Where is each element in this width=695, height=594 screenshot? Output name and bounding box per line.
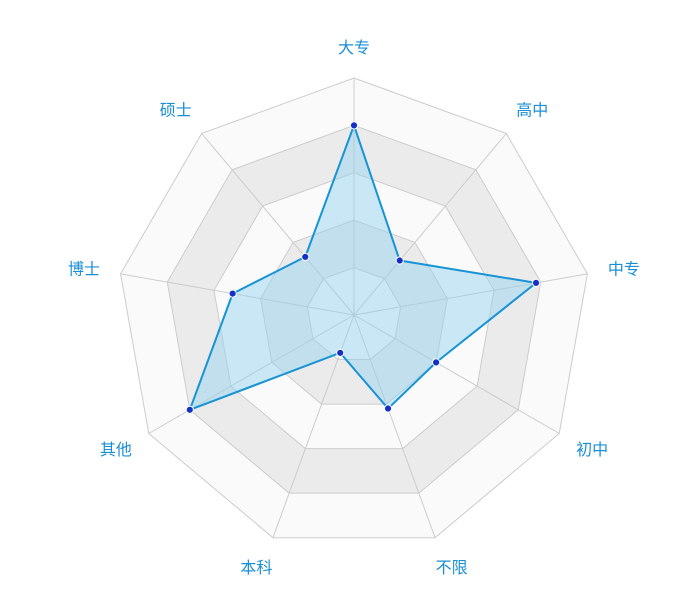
radar-series-area	[188, 124, 538, 411]
radar-axis-line	[120, 273, 355, 316]
radar-series	[185, 121, 541, 414]
radar-axis-line	[201, 133, 355, 316]
radar-axis-line	[353, 314, 560, 434]
radar-data-point[interactable]	[301, 252, 310, 262]
radar-data-point[interactable]	[349, 121, 359, 130]
radar-axes	[120, 78, 588, 538]
radar-axis-label: 硕士	[160, 101, 192, 120]
radar-data-point[interactable]	[395, 256, 404, 265]
radar-axis-label: 博士	[68, 259, 100, 278]
radar-axis-label: 大专	[338, 38, 370, 57]
radar-data-point[interactable]	[531, 278, 541, 287]
radar-axis-line	[148, 314, 355, 434]
radar-axis-label: 中专	[608, 259, 640, 278]
radar-axis-line	[353, 133, 507, 316]
radar-data-point[interactable]	[228, 289, 237, 298]
radar-data-point[interactable]	[336, 348, 345, 357]
radar-axis-label: 高中	[516, 101, 548, 120]
radar-axis-label: 其他	[100, 440, 132, 459]
radar-data-point[interactable]	[383, 404, 393, 413]
radar-axis-label: 本科	[240, 558, 272, 577]
radar-data-point[interactable]	[185, 405, 194, 414]
radar-data-point[interactable]	[431, 358, 441, 367]
radar-axis-line	[353, 314, 436, 538]
radar-axis-line	[353, 273, 588, 316]
radar-axis-label: 初中	[576, 440, 608, 459]
radar-axis-label: 不限	[436, 558, 468, 577]
